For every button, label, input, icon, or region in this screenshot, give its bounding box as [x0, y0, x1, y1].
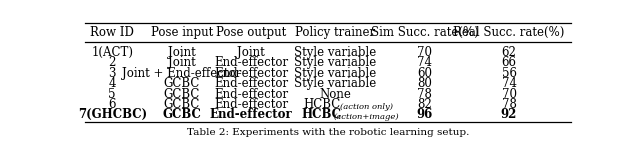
Text: 74: 74 [502, 77, 516, 90]
Text: 4: 4 [109, 77, 116, 90]
Text: Style variable: Style variable [294, 56, 376, 69]
Text: HCBC: HCBC [303, 98, 340, 111]
Text: Sim Succ. rate(%): Sim Succ. rate(%) [371, 26, 479, 39]
Text: 3: 3 [109, 67, 116, 80]
Text: End-effector: End-effector [214, 98, 288, 111]
Text: 96: 96 [417, 108, 433, 121]
Text: Table 2: Experiments with the robotic learning setup.: Table 2: Experiments with the robotic le… [187, 128, 469, 137]
Text: End-effector: End-effector [214, 77, 288, 90]
Text: 80: 80 [417, 77, 432, 90]
Text: GCBC: GCBC [163, 87, 200, 101]
Text: Joint: Joint [168, 46, 196, 59]
Text: Policy trainer: Policy trainer [296, 26, 376, 39]
Text: GCBC: GCBC [163, 108, 201, 121]
Text: 82: 82 [417, 98, 432, 111]
Text: 92: 92 [501, 108, 517, 121]
Text: 78: 78 [502, 98, 516, 111]
Text: End-effector: End-effector [210, 108, 292, 121]
Text: GCBC: GCBC [163, 77, 200, 90]
Text: None: None [319, 87, 351, 101]
Text: 6: 6 [109, 98, 116, 111]
Text: Joint + End-effector: Joint + End-effector [122, 67, 241, 80]
Text: Row ID: Row ID [90, 26, 134, 39]
Text: 1(ACT): 1(ACT) [92, 46, 133, 59]
Text: 70: 70 [417, 46, 432, 59]
Text: 2: 2 [109, 56, 116, 69]
Text: 70: 70 [502, 87, 516, 101]
Text: 66: 66 [502, 56, 516, 69]
Text: Joint: Joint [237, 46, 265, 59]
Text: 7(GHCBC): 7(GHCBC) [77, 108, 147, 121]
Text: 74: 74 [417, 56, 432, 69]
Text: Pose output: Pose output [216, 26, 286, 39]
Text: 60: 60 [417, 67, 432, 80]
Text: Joint: Joint [168, 56, 196, 69]
Text: Pose input: Pose input [150, 26, 213, 39]
Text: Style variable: Style variable [294, 46, 376, 59]
Text: End-effector: End-effector [214, 67, 288, 80]
Text: Style variable: Style variable [294, 77, 376, 90]
Text: 78: 78 [417, 87, 432, 101]
Text: End-effector: End-effector [214, 56, 288, 69]
Text: End-effector: End-effector [214, 87, 288, 101]
Text: HCBC: HCBC [301, 108, 342, 121]
Text: 62: 62 [502, 46, 516, 59]
Text: (action only): (action only) [340, 103, 393, 111]
Text: 56: 56 [502, 67, 516, 80]
Text: Style variable: Style variable [294, 67, 376, 80]
Text: 5: 5 [109, 87, 116, 101]
Text: (action+image): (action+image) [333, 113, 399, 121]
Text: GCBC: GCBC [163, 98, 200, 111]
Text: Real Succ. rate(%): Real Succ. rate(%) [453, 26, 564, 39]
